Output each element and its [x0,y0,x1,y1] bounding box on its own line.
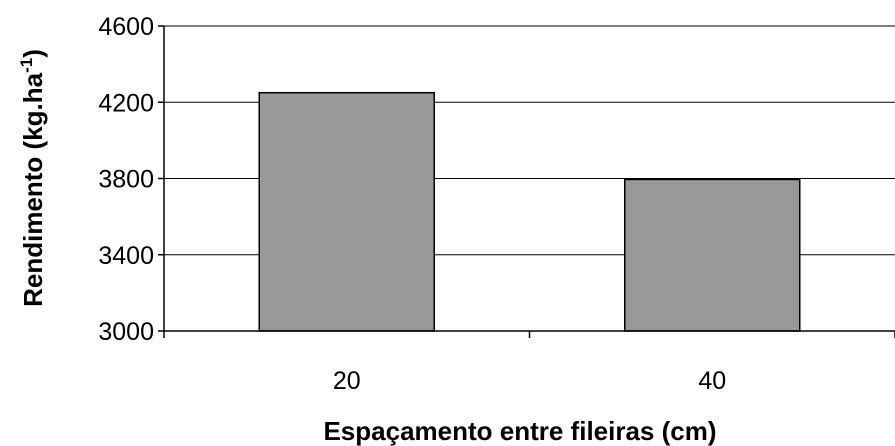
y-ticks: 3000 3400 3800 4200 4600 [98,13,164,346]
y-axis-title-close: ) [18,49,48,58]
bars [258,91,801,332]
x-ticks: 20 40 [163,331,895,395]
bar [258,91,435,332]
x-axis-title: Espaçamento entre fileiras (cm) [323,416,716,446]
y-tick-label: 3000 [98,318,154,346]
y-tick-label: 3800 [98,166,154,194]
y-axis-title-main: Rendimento (kg.ha [18,72,48,307]
x-tick-label: 40 [698,367,726,395]
y-axis-title-superscript: -1 [17,58,36,73]
y-axis-title: Rendimento (kg.ha-1) [17,49,48,307]
y-tick-label: 4600 [98,13,154,41]
y-tick-label: 4200 [98,89,154,117]
y-tick-label: 3400 [98,242,154,270]
bar [624,178,801,332]
x-tick-label: 20 [333,367,361,395]
